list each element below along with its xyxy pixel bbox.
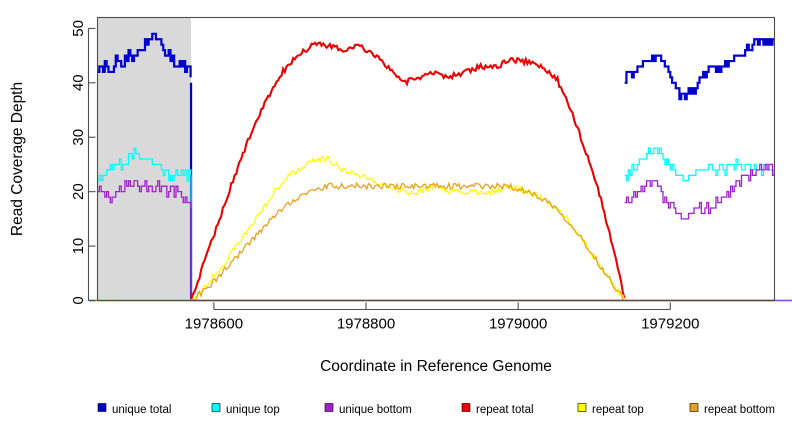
y-tick-label: 30 <box>70 129 87 146</box>
series-line <box>624 147 775 182</box>
series-unique-top <box>97 147 775 301</box>
series-line <box>624 38 775 101</box>
x-tick-label: 1978600 <box>185 316 243 333</box>
x-axis: 1978600 1978800 1979000 1979200 <box>185 302 699 333</box>
legend-label-repeat-bottom: repeat bottom <box>704 404 775 416</box>
x-tick-label: 1979200 <box>641 316 699 333</box>
legend-label-unique-total: unique total <box>112 404 171 416</box>
legend-label-unique-bottom: unique bottom <box>339 404 412 416</box>
series-line <box>190 155 626 301</box>
series-line <box>190 181 625 301</box>
series-line <box>190 41 626 300</box>
series-unique-total <box>97 32 775 301</box>
legend-swatch-unique-top <box>211 403 221 412</box>
series-line <box>97 180 192 208</box>
y-axis-title: Read Coverage Depth <box>9 82 26 236</box>
series-repeat-bottom <box>190 181 625 301</box>
y-tick-label: 0 <box>70 296 87 304</box>
legend-label-unique-top: unique top <box>226 404 280 416</box>
series-unique-bottom <box>97 163 775 301</box>
series-repeat-total <box>190 41 626 300</box>
legend-swatch-unique-bottom <box>324 403 334 412</box>
series-line <box>97 32 192 78</box>
x-tick-label: 1978800 <box>337 316 395 333</box>
y-tick-label: 50 <box>70 20 87 37</box>
legend-swatch-repeat-bottom <box>689 403 699 412</box>
x-tick-label: 1979000 <box>489 316 547 333</box>
y-tick-label: 20 <box>70 183 87 200</box>
legend: unique total unique top unique bottom repea… <box>97 403 775 416</box>
series-layer <box>97 32 775 301</box>
legend-label-repeat-total: repeat total <box>476 404 534 416</box>
legend-swatch-repeat-total <box>461 403 471 412</box>
series-line <box>624 163 775 220</box>
y-tick-label: 40 <box>70 74 87 91</box>
legend-label-repeat-top: repeat top <box>592 404 644 416</box>
series-line <box>97 147 192 182</box>
y-tick-label: 10 <box>70 238 87 255</box>
plot-frame <box>96 16 776 302</box>
series-repeat-top <box>190 155 626 301</box>
x-axis-title: Coordinate in Reference Genome <box>320 358 552 375</box>
legend-swatch-repeat-top <box>577 403 587 412</box>
legend-swatch-unique-total <box>97 403 107 412</box>
y-axis: 0 10 20 30 40 50 <box>70 20 96 305</box>
